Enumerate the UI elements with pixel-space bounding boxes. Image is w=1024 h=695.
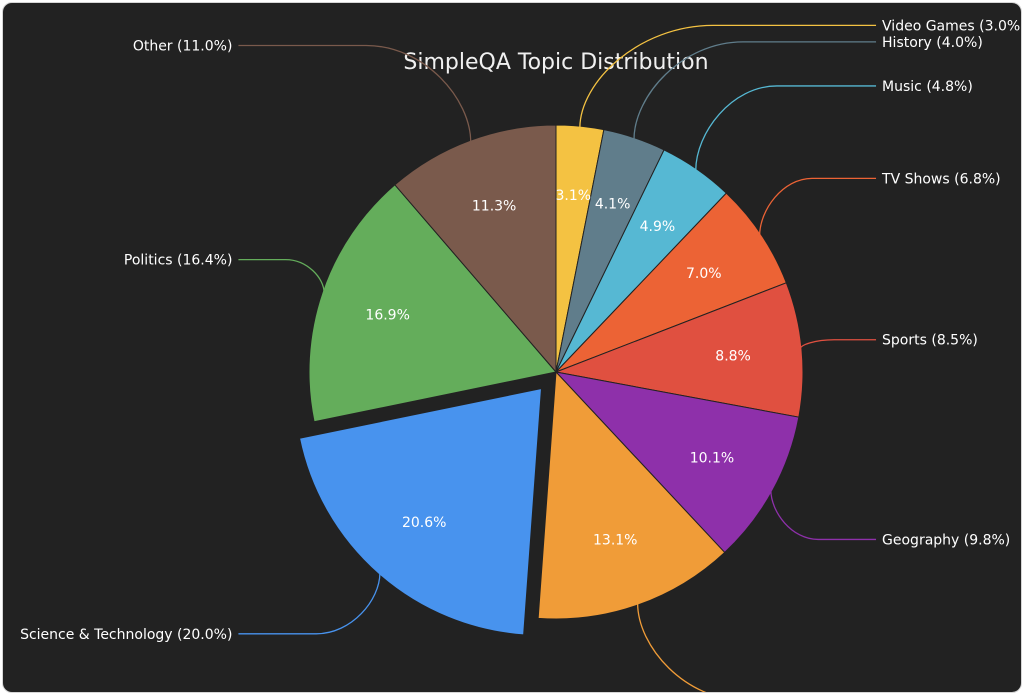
pct-label-music: 4.9% (640, 219, 676, 235)
outer-label-tv-shows: TV Shows (6.8%) (881, 171, 1001, 187)
outer-label-video-games: Video Games (3.0%) (882, 18, 1021, 34)
pct-label-geography: 10.1% (690, 451, 734, 467)
pie-slices (298, 124, 804, 636)
outer-label-science-technology: Science & Technology (20.0%) (20, 627, 232, 643)
pct-label-sports: 8.8% (715, 349, 751, 365)
percent-labels: 3.1%4.1% 4.9% 7.0% 8.8% 10.1% 13.1% 20.6% 16.9%… (365, 188, 750, 549)
chart-title: SimpleQA Topic Distribution (403, 50, 708, 75)
connector-art (636, 603, 707, 692)
slice-other (394, 124, 557, 374)
outer-label-politics: Politics (16.4%) (124, 253, 233, 269)
connector-tv-shows (758, 177, 877, 236)
slice-politics (308, 184, 557, 423)
connector-science-technology (238, 572, 381, 635)
outer-label-other: Other (11.0%) (133, 38, 233, 54)
pct-label-tv-shows: 7.0% (686, 266, 722, 282)
pct-label-politics: 16.9% (365, 308, 409, 324)
connector-music (695, 85, 877, 171)
connector-video-games (579, 24, 877, 129)
connector-history (633, 41, 877, 140)
slice-sports (554, 282, 804, 418)
connector-geography (770, 489, 877, 541)
outer-label-sports: Sports (8.5%) (882, 333, 978, 349)
pct-label-other: 11.3% (472, 198, 516, 214)
pct-label-science-technology: 20.6% (402, 515, 446, 531)
outer-label-history: History (4.0%) (882, 35, 983, 51)
slice-geography (554, 371, 800, 554)
connector-other (238, 44, 472, 143)
connector-politics (238, 258, 325, 293)
pct-label-history: 4.1% (595, 196, 631, 212)
outer-labels: Video Games (3.0%)History (4.0%) Music (4… (20, 18, 1021, 643)
connector-sports (799, 339, 877, 350)
slice-tv-shows (555, 192, 787, 373)
outer-label-geography: Geography (9.8%) (882, 532, 1010, 548)
slice-science-technology (298, 387, 543, 636)
pie-chart: SimpleQA Topic Distribution 3.1%4.1% 4.9%… (20, 18, 1021, 692)
outer-label-music: Music (4.8%) (882, 79, 973, 95)
label-connectors (238, 24, 877, 692)
pct-label-video-games: 3.1% (556, 188, 592, 204)
pct-label-art: 13.1% (593, 533, 637, 549)
